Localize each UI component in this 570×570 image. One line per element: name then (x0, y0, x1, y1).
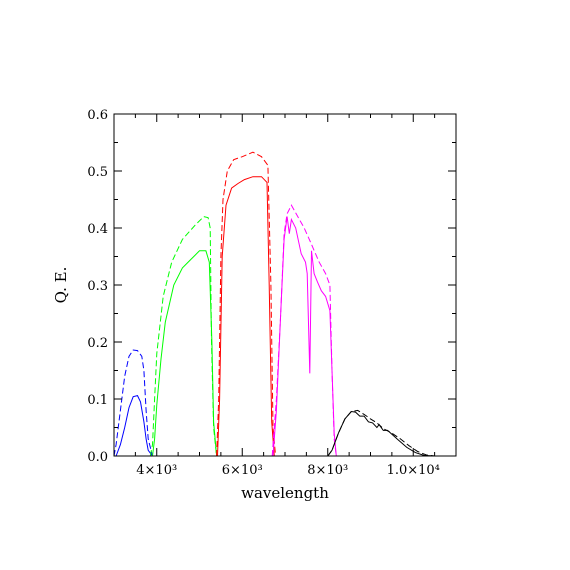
y-axis-title: Q. E. (52, 267, 70, 304)
y-tick-label: 0.3 (87, 279, 108, 294)
series-line-8 (327, 409, 435, 457)
series-line-9 (327, 410, 435, 457)
y-tick-label: 0.0 (87, 450, 108, 465)
series-line-1 (115, 395, 153, 457)
series-layer (113, 151, 435, 457)
series-line-7 (272, 216, 337, 457)
series-line-6 (271, 204, 337, 457)
y-tick-label: 0.5 (87, 165, 108, 180)
series-line-5 (217, 176, 275, 457)
x-axis-title: wavelength (241, 484, 329, 502)
x-tick-label: 1.0×10⁴ (387, 463, 440, 478)
y-tick-label: 0.1 (87, 393, 108, 408)
x-tick-label: 4×10³ (136, 463, 177, 478)
y-tick-label: 0.2 (87, 336, 108, 351)
x-tick-label: 6×10³ (222, 463, 263, 478)
plot-frame (113, 113, 457, 457)
series-line-0 (113, 349, 153, 457)
y-tick-label: 0.4 (87, 222, 108, 237)
series-line-4 (216, 151, 277, 457)
x-tick-label: 8×10³ (307, 463, 348, 478)
tick-layer: 4×10³ 6×10³ 8×10³ 1.0×10⁴ 0.0 0.1 0.2 0.3 0.4 0.5… (87, 108, 456, 478)
series-line-3 (152, 250, 218, 457)
y-tick-label: 0.6 (87, 108, 108, 123)
